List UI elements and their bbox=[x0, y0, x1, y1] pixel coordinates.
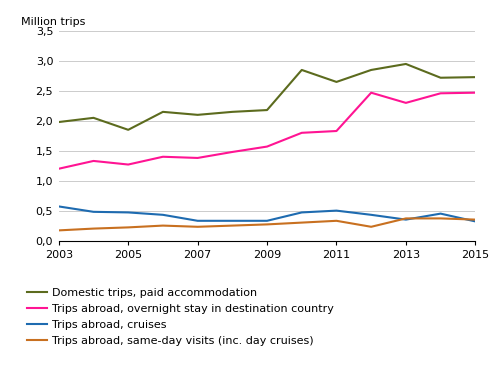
Legend: Domestic trips, paid accommodation, Trips abroad, overnight stay in destination : Domestic trips, paid accommodation, Trip… bbox=[27, 288, 334, 346]
Text: Million trips: Million trips bbox=[21, 17, 86, 27]
